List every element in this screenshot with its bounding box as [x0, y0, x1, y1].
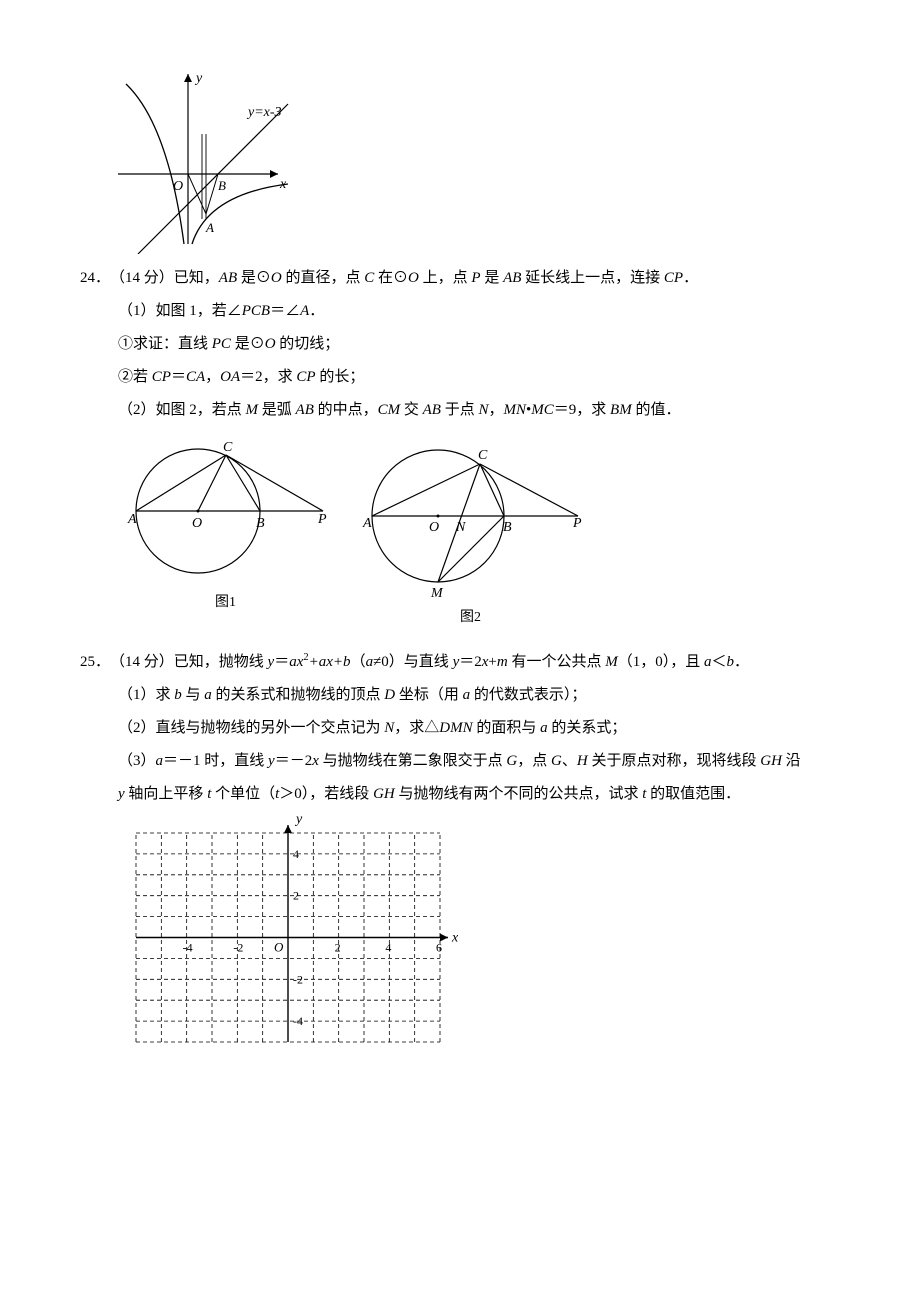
svg-text:y: y: [294, 815, 303, 827]
svg-text:N: N: [455, 520, 466, 535]
problem-25-number: 25．: [80, 646, 110, 679]
axis-x-label: x: [279, 177, 287, 192]
svg-text:P: P: [572, 516, 582, 531]
svg-text:4: 4: [293, 847, 299, 861]
figure-24-1-caption: 图1: [118, 588, 333, 619]
problem-25-part2: （2）直线与抛物线的另外一个交点记为 N，求△DMN 的面积与 a 的关系式；: [80, 712, 840, 745]
svg-text:C: C: [223, 440, 233, 455]
svg-text:A: A: [127, 512, 137, 527]
point-B: B: [218, 178, 226, 193]
svg-text:M: M: [430, 586, 444, 601]
svg-text:4: 4: [385, 940, 391, 954]
svg-text:-2: -2: [293, 972, 303, 986]
problem-24-part2: （2）如图 2，若点 M 是弧 AB 的中点，CM 交 AB 于点 N，MN•M…: [80, 394, 840, 427]
svg-text:O: O: [192, 516, 202, 531]
svg-text:6: 6: [436, 940, 442, 954]
problem-24-figures: A O B P C 图1: [118, 431, 840, 634]
figure-top-svg: y x O B A y=x-3: [118, 64, 298, 254]
problem-25-points: （14 分）: [110, 654, 174, 670]
problem-24-number: 24．: [80, 262, 110, 295]
svg-text:-4: -4: [293, 1014, 303, 1028]
svg-text:2: 2: [293, 888, 299, 902]
figure-top: y x O B A y=x-3: [118, 64, 840, 254]
svg-text:B: B: [503, 520, 512, 535]
problem-25-part3: （3）a＝－1 时，直线 y＝－2x 与抛物线在第二象限交于点 G，点 G、H …: [80, 745, 840, 778]
svg-text:-2: -2: [233, 940, 243, 954]
problem-25: 25．（14 分）已知，抛物线 y＝ax2+ax+b（a≠0）与直线 y＝2x+…: [80, 646, 840, 1060]
point-A: A: [205, 220, 214, 235]
svg-text:C: C: [478, 448, 488, 463]
line-label: y=x-3: [246, 105, 282, 120]
problem-24-part1a: ①求证：直线 PC 是⊙O 的切线；: [80, 328, 840, 361]
svg-text:x: x: [451, 930, 458, 945]
figure-25-grid: -4 -2 2 4 6 -4 -2 2 4 Ox y: [118, 815, 840, 1060]
problem-24-part1: （1）如图 1，若∠PCB＝∠A．: [80, 295, 840, 328]
svg-text:2: 2: [335, 940, 341, 954]
figure-24-1: A O B P C 图1: [118, 431, 333, 634]
grid-svg: -4 -2 2 4 6 -4 -2 2 4 Ox y: [118, 815, 458, 1060]
svg-text:O: O: [274, 939, 284, 954]
origin-label: O: [173, 179, 183, 194]
svg-text:A: A: [362, 516, 372, 531]
axis-y-label: y: [194, 71, 203, 86]
svg-text:O: O: [429, 520, 439, 535]
problem-24-part1b: ②若 CP＝CA，OA＝2，求 CP 的长；: [80, 361, 840, 394]
problem-25-part3b: y 轴向上平移 t 个单位（t＞0），若线段 GH 与抛物线有两个不同的公共点，…: [80, 778, 840, 811]
problem-24-points: （14 分）: [110, 270, 174, 286]
problem-24: 24．（14 分）已知，AB 是⊙O 的直径，点 C 在⊙O 上，点 P 是 A…: [80, 262, 840, 634]
svg-text:-4: -4: [183, 940, 193, 954]
figure-24-2-caption: 图2: [353, 603, 588, 634]
figure-24-2: A O N B P C M 图2: [353, 431, 588, 634]
svg-text:B: B: [256, 516, 265, 531]
problem-25-part1: （1）求 b 与 a 的关系式和抛物线的顶点 D 坐标（用 a 的代数式表示）；: [80, 679, 840, 712]
svg-text:P: P: [317, 512, 327, 527]
